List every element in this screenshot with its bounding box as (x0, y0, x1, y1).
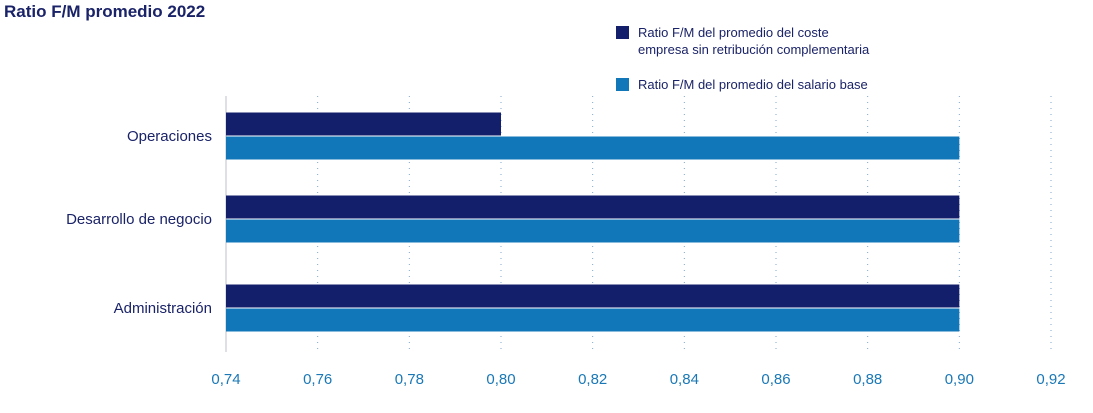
x-tick-label: 0,74 (211, 371, 240, 388)
category-label: Operaciones (127, 128, 212, 145)
legend-label-line-2: empresa sin retribución complementaria (638, 42, 870, 57)
x-tick-label: 0,84 (670, 371, 699, 388)
bar-coste-empresa-2 (226, 284, 960, 308)
bar-coste-empresa-1 (226, 195, 960, 219)
legend-item-salario-base: Ratio F/M del promedio del salario base (616, 76, 869, 93)
x-tick-label: 0,78 (395, 371, 424, 388)
category-label: Administración (114, 300, 212, 317)
x-tick-label: 0,80 (486, 371, 515, 388)
bar-salario-base-2 (226, 308, 960, 332)
chart-title: Ratio F/M promedio 2022 (4, 2, 206, 21)
x-tick-label: 0,88 (853, 371, 882, 388)
bar-salario-base-0 (226, 136, 960, 160)
legend-swatch-coste-empresa (616, 26, 629, 39)
legend: Ratio F/M del promedio del coste empresa… (616, 24, 869, 93)
legend-label-salario-base: Ratio F/M del promedio del salario base (638, 77, 868, 92)
x-tick-label: 0,90 (945, 371, 974, 388)
x-tick-label: 0,92 (1036, 371, 1065, 388)
bar-coste-empresa-0 (226, 112, 501, 136)
bar-salario-base-1 (226, 219, 960, 243)
x-tick-label: 0,86 (761, 371, 790, 388)
x-tick-label: 0,76 (303, 371, 332, 388)
x-tick-label: 0,82 (578, 371, 607, 388)
legend-swatch-salario-base (616, 78, 629, 91)
legend-item-coste-empresa: Ratio F/M del promedio del coste empresa… (616, 24, 869, 58)
category-label: Desarrollo de negocio (66, 211, 212, 228)
legend-label-line-1: Ratio F/M del promedio del coste (638, 25, 829, 40)
